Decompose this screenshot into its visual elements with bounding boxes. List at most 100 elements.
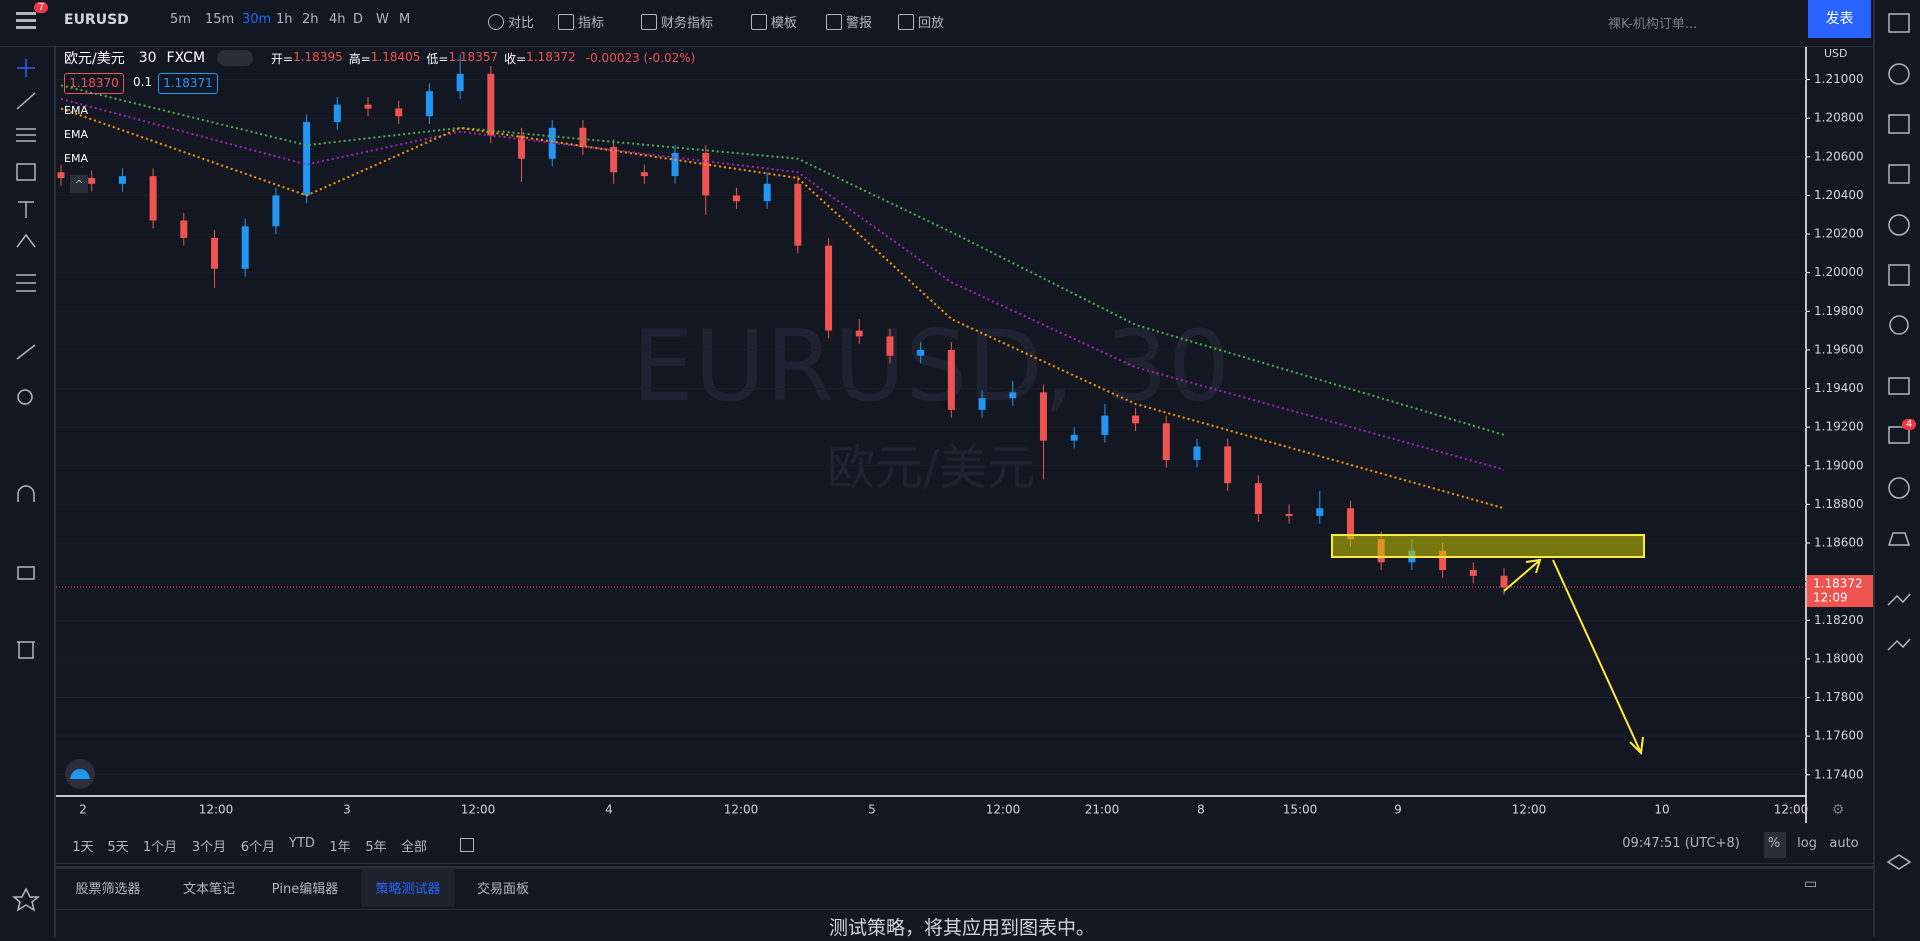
range-button[interactable]: 1年 [329, 840, 351, 855]
line-tool[interactable] [16, 92, 36, 110]
toolbar-button[interactable]: 模板 [771, 16, 798, 31]
toolbar-button[interactable]: 警报 [846, 16, 873, 31]
trash-tool[interactable] [17, 641, 35, 659]
range-button[interactable]: 3个月 [191, 840, 227, 855]
panel-tab[interactable]: 文本笔记 [182, 882, 236, 897]
panel-tab[interactable]: Pine编辑器 [271, 882, 339, 897]
panel-message: 测试策略，将其应用到图表中。 [828, 917, 1095, 939]
cross-tool[interactable] [17, 59, 35, 77]
trade-icon[interactable] [1887, 593, 1911, 606]
y-tick-label: 1.21000 [1814, 72, 1864, 86]
notifications-icon[interactable] [1887, 532, 1911, 546]
toolbar-icon [898, 14, 914, 30]
y-tick-label: 1.17800 [1814, 690, 1864, 704]
shape-tool[interactable] [16, 163, 36, 181]
panel-tab[interactable]: 策略测试器 [361, 868, 455, 907]
interval-button[interactable]: 30m [242, 12, 272, 27]
range-button[interactable]: YTD [289, 836, 315, 851]
range-button[interactable]: 6个月 [240, 840, 276, 855]
candle-body [456, 73, 464, 92]
scale-button[interactable]: % [1767, 836, 1781, 851]
collapse-legend[interactable]: ^ [70, 175, 88, 193]
scale-button[interactable]: auto [1829, 836, 1859, 851]
legend: 欧元/美元 30 FXCM 开= 1.18395 高= 1.18405 低= 1.1835… [64, 48, 699, 68]
menu-icon[interactable] [16, 12, 36, 15]
layers-icon[interactable] [1886, 854, 1912, 870]
messages-icon[interactable] [1888, 426, 1910, 444]
streams-icon[interactable] [1888, 477, 1910, 499]
chat-icon[interactable] [1888, 377, 1910, 395]
publish-button[interactable]: 发表 [1808, 0, 1871, 38]
legend-toggle[interactable] [217, 50, 254, 66]
symbol[interactable]: EURUSD [64, 12, 129, 28]
toolbar-button[interactable]: 财务指标 [661, 16, 714, 31]
ohlc-label: 收= [504, 51, 527, 66]
candle-body [1009, 392, 1017, 399]
ideas-icon[interactable] [1889, 315, 1909, 335]
interval-button[interactable]: 15m [205, 12, 235, 27]
interval-button[interactable]: M [399, 12, 411, 27]
interval-button[interactable]: D [353, 12, 364, 27]
spread: 0.1 [133, 75, 153, 89]
scale-button[interactable]: log [1797, 836, 1817, 851]
calendar-icon[interactable] [1888, 214, 1910, 236]
pattern-tool[interactable] [16, 233, 36, 248]
interval-button[interactable]: W [376, 12, 389, 27]
panel-tab[interactable]: 交易面板 [476, 882, 530, 897]
interval-button[interactable]: 5m [170, 12, 191, 27]
y-tick-label: 1.18600 [1814, 536, 1864, 550]
toolbar-icon [558, 14, 574, 30]
toolbar-button[interactable]: 对比 [508, 16, 535, 31]
fib-tool[interactable] [16, 128, 36, 142]
news-icon[interactable] [1888, 264, 1910, 286]
compare-icon[interactable] [460, 838, 474, 852]
candle-body [1346, 508, 1354, 540]
watchlist-icon[interactable] [1888, 13, 1910, 33]
bid-box[interactable]: 1.18370 [64, 73, 124, 94]
x-tick-label: 12:00 [724, 803, 759, 817]
range-button[interactable]: 5年 [365, 840, 387, 855]
legend-name: 欧元/美元 [64, 51, 125, 67]
alerts-icon[interactable] [1888, 63, 1910, 85]
range-button[interactable]: 5天 [107, 840, 129, 855]
y-tick-label: 1.20400 [1814, 188, 1864, 202]
x-tick-label: 15:00 [1283, 803, 1318, 817]
interval-button[interactable]: 4h [329, 12, 346, 27]
forecast-tool[interactable] [16, 274, 36, 292]
y-tick-label: 1.20200 [1814, 227, 1864, 241]
y-tick-label: 1.19200 [1814, 420, 1864, 434]
candle-body [886, 336, 894, 356]
y-tick-label: 1.20800 [1814, 111, 1864, 125]
interval-button[interactable]: 1h [276, 12, 293, 27]
hotlist-icon[interactable] [1888, 164, 1910, 184]
ask-box[interactable]: 1.18371 [158, 73, 218, 94]
settings-icon[interactable]: ⚙ [1832, 802, 1845, 818]
panel-tab[interactable]: 股票筛选器 [75, 882, 141, 897]
chart-bg [56, 39, 1873, 823]
x-tick-label: 3 [343, 803, 351, 817]
interval-button[interactable]: 2h [302, 12, 319, 27]
favorites[interactable] [11, 887, 41, 912]
screener-icon[interactable] [1887, 638, 1911, 651]
toolbar-button[interactable]: 回放 [918, 16, 945, 31]
zone-box [1331, 534, 1645, 558]
y-tick-label: 1.18800 [1814, 497, 1864, 511]
arrow-down [1552, 559, 1644, 756]
range-button[interactable]: 全部 [400, 840, 428, 855]
candle-body [395, 108, 403, 117]
watermark-symbol: EURUSD, 30 [632, 310, 1230, 424]
data-window-icon[interactable] [1888, 114, 1910, 134]
range-button[interactable]: 1个月 [142, 840, 178, 855]
text-tool[interactable] [18, 201, 34, 218]
y-tick-label: 1.19000 [1814, 458, 1864, 472]
layout-name[interactable]: 裸K-机构订单... [1608, 17, 1698, 32]
zoom-tool[interactable] [17, 389, 33, 405]
lock-tool[interactable] [17, 566, 35, 580]
magnet-tool[interactable] [17, 485, 35, 502]
range-button[interactable]: 1天 [72, 840, 94, 855]
toolbar-button[interactable]: 指标 [578, 16, 605, 31]
candle-body [702, 152, 710, 196]
candle-body [548, 127, 556, 159]
maximize-panel[interactable]: ▭ [1804, 876, 1818, 892]
measure-tool[interactable] [16, 344, 36, 360]
